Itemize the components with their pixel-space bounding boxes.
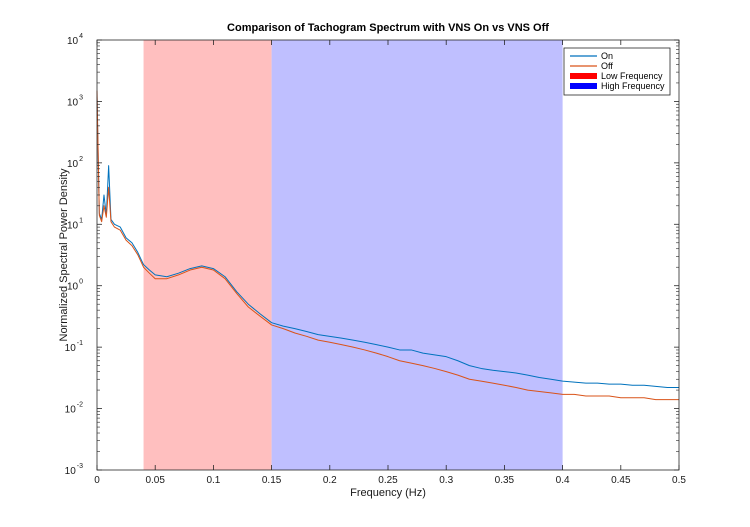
- legend-label-on: On: [601, 51, 613, 61]
- series-line-on: [96, 96, 679, 389]
- y-tick-exponent: 4: [79, 33, 83, 40]
- x-axis-label: Frequency (Hz): [350, 487, 426, 499]
- x-tick-label: 0.2: [323, 475, 337, 486]
- chart-title: Comparison of Tachogram Spectrum with VN…: [227, 22, 549, 34]
- x-tick-label: 0.05: [145, 475, 165, 486]
- x-tick-label: 0.4: [556, 475, 570, 486]
- frequency-bands: [143, 40, 563, 470]
- y-tick-exponent: 3: [79, 94, 83, 101]
- series-lines: [96, 90, 679, 401]
- x-tick-label: 0.15: [262, 475, 282, 486]
- y-axis-label: Normalized Spectral Power Density: [58, 168, 70, 342]
- band-high-frequency: [271, 40, 563, 470]
- x-tick-label: 0.3: [439, 475, 453, 486]
- legend-label-low-frequency: Low Frequency: [601, 71, 663, 81]
- x-tick-label: 0: [94, 475, 100, 486]
- y-tick-exponent: 1: [79, 217, 83, 224]
- band-low-frequency: [143, 40, 272, 470]
- y-tick-exponent: 0: [79, 279, 83, 286]
- y-tick-exponent: -2: [77, 402, 83, 409]
- legend-swatch-low-frequency: [570, 73, 597, 79]
- y-tick-exponent: 2: [79, 156, 83, 163]
- legend-swatch-high-frequency: [570, 83, 597, 89]
- y-tick-exponent: -1: [77, 340, 83, 347]
- series-line-off: [96, 90, 679, 401]
- x-tick-label: 0.25: [378, 475, 398, 486]
- x-tick-label: 0.45: [611, 475, 631, 486]
- y-tick-exponent: -3: [77, 463, 83, 470]
- x-tick-label: 0.5: [672, 475, 686, 486]
- legend-label-off: Off: [601, 61, 613, 71]
- legend: On Off Low Frequency High Frequency: [563, 47, 671, 96]
- legend-label-high-frequency: High Frequency: [601, 81, 665, 91]
- x-tick-label: 0.35: [495, 475, 515, 486]
- x-tick-label: 0.1: [206, 475, 220, 486]
